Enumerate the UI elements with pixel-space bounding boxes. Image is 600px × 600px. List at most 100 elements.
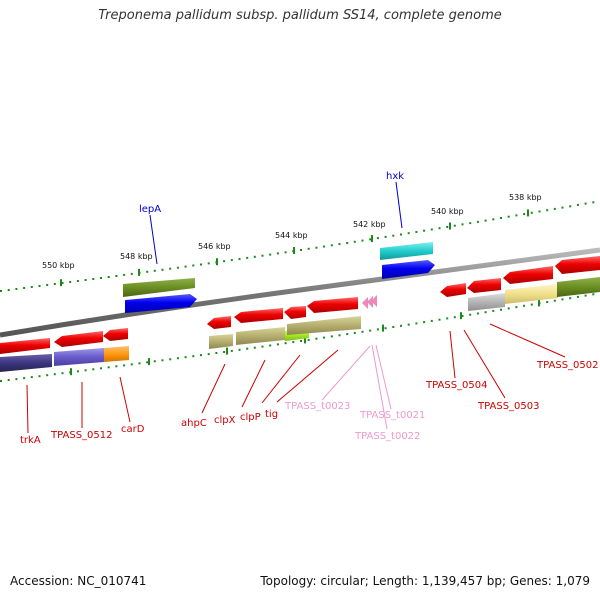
gene-labels: lepA hxk trkA TPASS_0512 carD ahpC clpX …	[20, 171, 598, 446]
gene-ahpC	[207, 316, 231, 329]
scale-dot	[84, 369, 87, 372]
scale-dot	[46, 284, 49, 286]
scale-dot	[0, 380, 2, 382]
scale-dot	[261, 345, 264, 348]
tick-label: 540 kbp	[431, 207, 464, 216]
scale-dot	[430, 319, 433, 322]
scale-dot	[476, 312, 479, 315]
scale-dot	[146, 270, 149, 273]
scale-dot	[569, 205, 572, 208]
scale-dot	[561, 206, 564, 209]
scale-dot	[476, 220, 479, 223]
scale-major-tick	[293, 247, 295, 254]
label-TPASS_t0022: TPASS_t0022	[354, 431, 420, 442]
scale-dot	[69, 281, 72, 283]
scale-dot	[407, 232, 410, 235]
scale-major-tick	[527, 209, 529, 217]
scale-dot	[400, 324, 402, 327]
scale-dot	[346, 333, 349, 336]
genome-summary: Topology: circular; Length: 1,139,457 bp…	[260, 574, 590, 588]
scale-major-tick	[216, 258, 218, 266]
scale-dot	[546, 301, 549, 303]
gene-lepA	[125, 294, 197, 313]
label-lepA: lepA	[139, 204, 161, 215]
scale-dot	[407, 323, 410, 326]
accession-text: Accession: NC_010741	[10, 574, 147, 588]
tick-label: 550 kbp	[42, 261, 75, 270]
scale-dot	[23, 377, 26, 380]
gene-TPASS_0512-domain	[54, 348, 104, 366]
scale-dot	[384, 235, 387, 238]
scale-dot	[176, 266, 179, 269]
gene-TPASS_0504	[467, 278, 501, 293]
label-TPASS_t0023: TPASS_t0023	[284, 401, 350, 412]
forward-scale	[0, 201, 595, 292]
scale-dot	[515, 214, 518, 217]
scale-dot	[169, 267, 172, 270]
scale-dot	[246, 256, 249, 259]
scale-dot	[553, 299, 556, 302]
scale-dot	[100, 367, 102, 370]
scale-dot	[376, 328, 379, 331]
scale-dot	[269, 253, 272, 256]
scale-dot	[276, 343, 279, 346]
gene-TPASS_0502-domain	[557, 277, 600, 297]
scale-dot	[323, 336, 326, 339]
label-TPASS_0502: TPASS_0502	[536, 360, 598, 371]
scale-dot	[7, 379, 10, 381]
scale-dot	[523, 213, 526, 216]
scale-dot	[392, 326, 395, 328]
scale-dot	[200, 263, 202, 266]
scale-dot	[484, 311, 487, 314]
forward-genes	[123, 242, 435, 313]
scale-dot	[423, 321, 426, 324]
scale-dot	[576, 295, 579, 298]
scale-dot	[107, 276, 110, 278]
scale-major-tick	[148, 358, 150, 366]
scale-dot	[315, 246, 318, 249]
scale-dot	[300, 340, 302, 342]
gene-hxk-domain	[380, 242, 433, 260]
scale-dot	[453, 316, 456, 319]
scale-dot	[430, 228, 433, 231]
scale-dot	[323, 245, 326, 248]
scale-dot	[530, 211, 533, 214]
scale-dot	[300, 249, 302, 251]
scale-dot	[169, 358, 172, 361]
scale-dot	[192, 355, 195, 358]
scale-dot	[353, 331, 356, 334]
scale-dot	[76, 280, 79, 282]
scale-dot	[330, 244, 333, 247]
scale-dot	[530, 303, 533, 306]
reverse-genes	[0, 256, 600, 372]
scale-dot	[369, 238, 372, 241]
scale-dot	[130, 272, 133, 275]
scale-dot	[7, 289, 10, 291]
scale-dot	[138, 362, 141, 365]
tick-label: 542 kbp	[353, 220, 386, 229]
scale-dot	[38, 285, 41, 287]
label-hxk: hxk	[386, 171, 404, 182]
scale-dot	[207, 353, 210, 356]
scale-dot	[284, 342, 287, 345]
scale-dot	[307, 247, 310, 250]
scale-dot	[15, 378, 18, 381]
scale-dot	[84, 279, 87, 281]
scale-major-tick	[226, 347, 228, 355]
scale-dot	[0, 290, 2, 292]
reverse-scale	[0, 293, 595, 382]
label-TPASS_0504: TPASS_0504	[425, 380, 487, 391]
gene-carD-domain	[104, 346, 129, 362]
label-TPASS_t0021: TPASS_t0021	[359, 410, 425, 421]
scale-dot	[346, 242, 349, 244]
scale-dot	[484, 219, 487, 222]
scale-dot	[507, 215, 510, 218]
scale-dot	[284, 251, 287, 254]
scale-dot	[46, 374, 49, 377]
gene-hxk	[382, 260, 435, 279]
gene-TPASS_0504-small	[440, 283, 466, 297]
scale-major-tick	[371, 235, 373, 243]
scale-dot	[584, 294, 587, 297]
scale-dot	[553, 207, 556, 210]
